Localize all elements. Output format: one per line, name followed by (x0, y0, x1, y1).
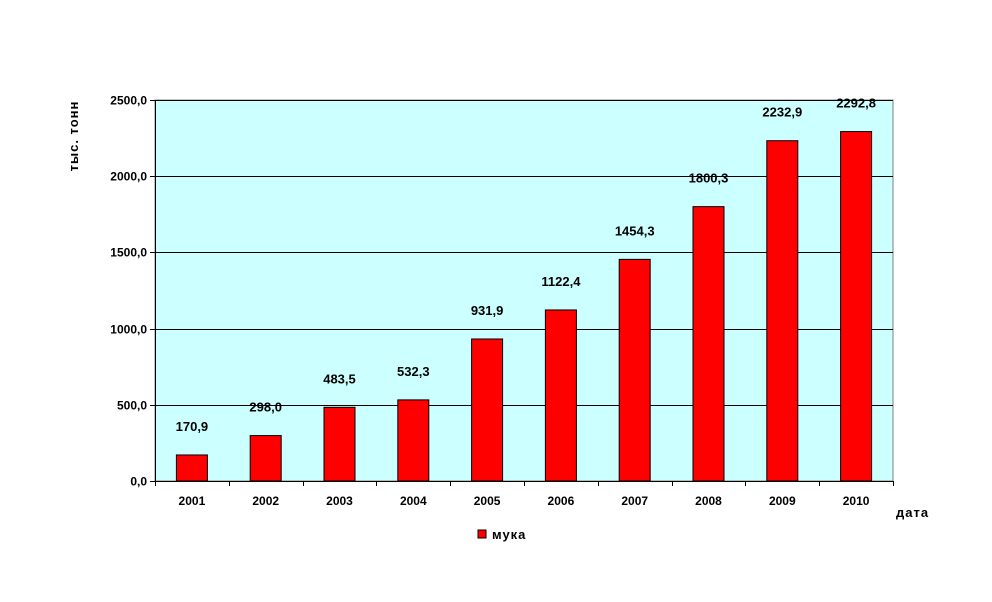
x-axis-title: дата (896, 505, 929, 520)
y-tick-label: 2500,0 (110, 94, 147, 108)
y-tick-label: 1500,0 (110, 246, 147, 260)
x-tick-label: 2004 (400, 494, 427, 508)
bar-2007 (618, 258, 651, 482)
data-labels: 170,9 298,0 483,5 532,3 931,9 1122,4 1454,3 180… (176, 96, 876, 434)
y-tick-label: 2000,0 (110, 170, 147, 184)
data-label-2006: 1122,4 (541, 274, 581, 289)
bar-2004 (397, 399, 430, 482)
x-tick-label: 2010 (843, 494, 870, 508)
legend-swatch (477, 529, 487, 539)
bar-2002 (249, 435, 282, 482)
x-axis-ticks: 2001 2002 2003 2004 2005 2006 2007 2008 2009 2010 (155, 100, 894, 508)
bar-2003 (323, 406, 356, 482)
data-label-2002: 298,0 (249, 400, 282, 415)
y-tick-label: 0,0 (130, 475, 147, 489)
y-axis-ticks: 0,0 500,0 1000,0 1500,0 2000,0 2500,0 (110, 94, 155, 489)
legend-label: мука (492, 527, 526, 542)
x-tick-label: 2007 (621, 494, 648, 508)
x-tick-label: 2008 (695, 494, 722, 508)
data-label-2007: 1454,3 (615, 223, 655, 238)
data-label-2010: 2292,8 (836, 96, 876, 111)
x-tick-label: 2001 (179, 494, 206, 508)
bars (175, 131, 873, 482)
data-label-2001: 170,9 (176, 419, 209, 434)
x-tick-label: 2002 (252, 494, 279, 508)
bar-2010 (840, 131, 873, 482)
x-tick-label: 2006 (548, 494, 575, 508)
x-tick-label: 2009 (769, 494, 796, 508)
legend: мука (477, 527, 526, 542)
bar-2001 (175, 454, 208, 482)
data-label-2005: 931,9 (471, 303, 504, 318)
bar-2006 (544, 309, 577, 482)
bar-2008 (692, 206, 725, 482)
x-tick-label: 2005 (474, 494, 501, 508)
data-label-2003: 483,5 (323, 371, 356, 386)
bar-2009 (766, 140, 799, 482)
data-label-2008: 1800,3 (689, 171, 729, 186)
y-tick-label: 500,0 (117, 399, 147, 413)
y-tick-label: 1000,0 (110, 323, 147, 337)
data-label-2009: 2232,9 (762, 105, 802, 120)
x-tick-label: 2003 (326, 494, 353, 508)
bar-2005 (471, 338, 504, 482)
y-axis-title: тыс. тонн (66, 101, 81, 172)
data-label-2004: 532,3 (397, 364, 430, 379)
